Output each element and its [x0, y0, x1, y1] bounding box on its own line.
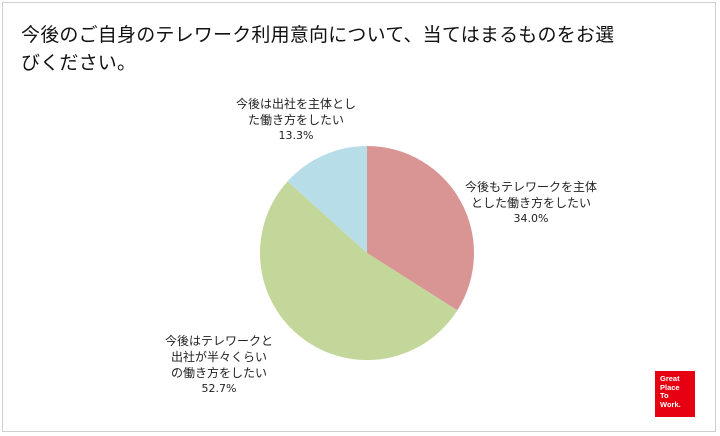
pie-chart [259, 146, 474, 361]
logo-line-1: Great [660, 374, 680, 383]
pie-slice-office [287, 146, 367, 253]
slice-label-telework: 今後もテレワークを主体 とした働き方をしたい 34.0% [465, 179, 597, 227]
logo-line-2: Place [660, 382, 680, 392]
pie-slice-telework [367, 146, 474, 311]
chart-title-line-2: びください。 [21, 52, 137, 74]
slice-value-half: 52.7% [201, 382, 237, 395]
slice-label-telework-line-2: とした働き方をしたい [471, 196, 592, 210]
great-place-to-work-logo: Great Place To Work. [655, 371, 695, 417]
slice-label-telework-line-1: 今後もテレワークを主体 [465, 180, 598, 194]
slice-value-telework: 34.0% [513, 212, 549, 225]
slice-label-office-line-1: 今後は出社を主体とし [236, 97, 357, 111]
logo-line-3: To [660, 391, 669, 400]
slice-value-office: 13.3% [278, 129, 314, 142]
slice-label-office-line-2: た働き方をしたい [248, 113, 345, 127]
chart-title: 今後のご自身のテレワーク利用意向について、当てはまるものをお選 びください。 [21, 21, 711, 77]
logo-line-4: Work. [660, 399, 681, 409]
chart-frame: 今後のご自身のテレワーク利用意向について、当てはまるものをお選 びください。 今… [2, 2, 716, 432]
slice-label-half-line-2: 出社が半々くらい [171, 350, 268, 364]
chart-title-line-1: 今後のご自身のテレワーク利用意向について、当てはまるものをお選 [21, 24, 615, 46]
slice-label-half-line-1: 今後はテレワークと [165, 334, 274, 348]
slice-label-office: 今後は出社を主体とし た働き方をしたい 13.3% [236, 96, 356, 144]
slice-label-half: 今後はテレワークと 出社が半々くらい の働き方をしたい 52.7% [165, 333, 273, 397]
pie-slice-half [259, 181, 458, 361]
slice-label-half-line-3: の働き方をしたい [171, 366, 268, 380]
